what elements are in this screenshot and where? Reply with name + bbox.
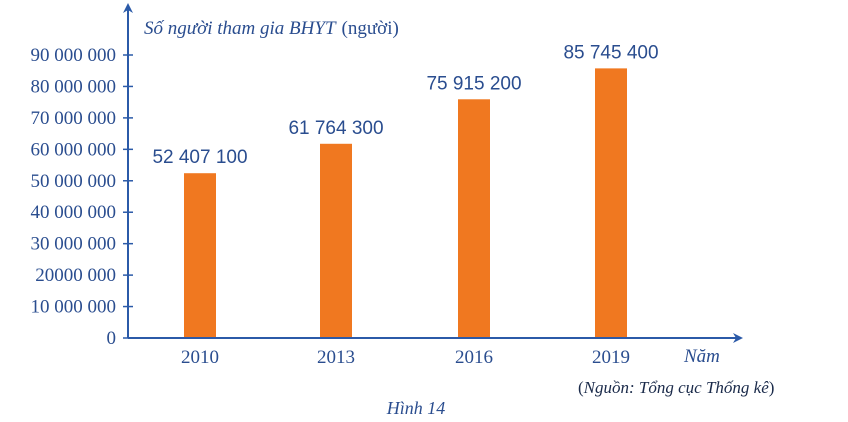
- value-labels-group: 52 407 100 61 764 300 75 915 200 85 745 400: [152, 42, 658, 168]
- x-tick-label: 2016: [455, 347, 493, 368]
- bar-value-label: 61 764 300: [288, 118, 383, 139]
- x-axis-ticks: 2010 2013 2016 2019: [181, 347, 630, 368]
- x-axis-label: Năm: [683, 346, 720, 367]
- x-tick-label: 2013: [317, 347, 355, 368]
- y-tick-label: 40 000 000: [31, 202, 117, 223]
- y-tick-label: 20000 000: [35, 265, 116, 286]
- bar: [184, 173, 216, 338]
- bar: [320, 143, 352, 338]
- figure-caption: Hình 14: [386, 398, 446, 418]
- bar-value-label: 75 915 200: [426, 73, 521, 94]
- y-tick-label: 80 000 000: [31, 76, 117, 97]
- bar-value-label: 52 407 100: [152, 147, 247, 168]
- y-tick-label: 10 000 000: [31, 297, 117, 318]
- bar: [458, 99, 490, 338]
- y-tick-label: 30 000 000: [31, 234, 117, 255]
- x-tick-label: 2010: [181, 347, 219, 368]
- y-axis-label: Số người tham gia BHYT (người): [144, 18, 399, 39]
- bar-value-label: 85 745 400: [563, 42, 658, 63]
- y-tick-label: 0: [107, 328, 117, 349]
- bar: [595, 68, 627, 338]
- source-note: (Nguồn: Tổng cục Thống kê): [578, 378, 774, 397]
- y-tick-label: 70 000 000: [31, 108, 117, 129]
- y-tick-label: 90 000 000: [31, 45, 117, 66]
- x-tick-label: 2019: [592, 347, 630, 368]
- bars-group: [184, 68, 627, 338]
- y-axis-ticks: 0 10 000 000 20000 000 30 000 000 40 000 000…: [31, 45, 133, 349]
- y-tick-label: 60 000 000: [31, 139, 117, 160]
- y-tick-label: 50 000 000: [31, 171, 117, 192]
